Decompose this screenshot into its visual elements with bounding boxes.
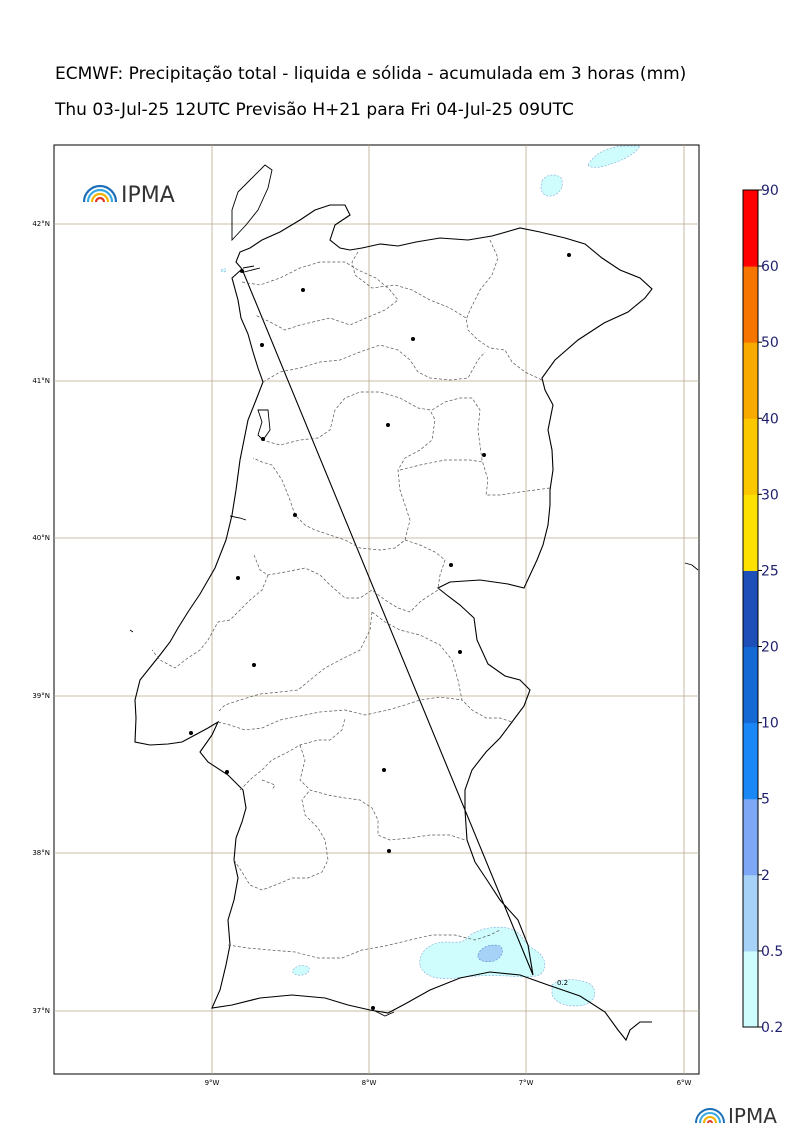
- colorbar-label: 50: [761, 335, 779, 351]
- district-boundaries: [151, 239, 551, 959]
- colorbar-label: 90: [761, 183, 779, 199]
- city-marker: [261, 437, 265, 441]
- svg-text:IPMA: IPMA: [121, 183, 175, 208]
- colorbar-label: 20: [761, 640, 779, 656]
- svg-text:IPMA: IPMA: [728, 1104, 777, 1128]
- colorbar-segment: [743, 418, 758, 495]
- colorbar-label: 0.5: [761, 944, 783, 960]
- colorbar-segment: [743, 342, 758, 419]
- precip-area-east: [551, 979, 596, 1007]
- portugal-outline: [134, 204, 653, 1042]
- ipma-rainbow-icon: [82, 184, 118, 203]
- colorbar-label: 60: [761, 259, 779, 275]
- colorbar-label: 40: [761, 411, 779, 427]
- city-marker: [449, 563, 453, 567]
- lat-label: 37°N: [32, 1007, 50, 1015]
- colorbar-segment: [743, 798, 758, 876]
- city-marker: [482, 453, 486, 457]
- city-marker: [411, 337, 415, 341]
- ipma-rainbow-icon: [695, 1108, 725, 1124]
- city-marker: [458, 650, 462, 654]
- city-marker: [387, 849, 391, 853]
- colorbar-label: 0.2: [761, 1020, 783, 1036]
- map-subtitle: Thu 03-Jul-25 12UTC Previsão H+21 para F…: [55, 100, 574, 120]
- city-marker: [386, 423, 390, 427]
- map-title: ECMWF: Precipitação total - liquida e só…: [55, 64, 687, 84]
- colorbar-segment: [743, 494, 758, 571]
- contour-label: 0.2: [557, 979, 568, 987]
- precip-area-top-right: [587, 145, 641, 168]
- colorbar-segment: [743, 874, 758, 952]
- city-marker: [371, 1006, 375, 1010]
- colorbar-label: 30: [761, 487, 779, 503]
- city-marker: [236, 576, 240, 580]
- colorbar-segment: [743, 190, 758, 267]
- city-marker: [301, 288, 305, 292]
- colorbar-label: 5: [761, 792, 770, 808]
- longitude-labels: 9°W 8°W 7°W 6°W: [205, 1079, 692, 1087]
- precipitation-areas: [220, 145, 641, 1007]
- precip-area-small: [292, 965, 310, 976]
- city-marker: [293, 513, 297, 517]
- city-marker: [567, 253, 571, 257]
- city-marker: [260, 343, 264, 347]
- footer-ipma-logo: IPMA: [695, 1104, 777, 1128]
- colorbar-segment: [743, 646, 758, 724]
- precip-area-core: [477, 944, 503, 963]
- city-marker: [252, 663, 256, 667]
- colorbar-frame: [742, 189, 759, 1028]
- colorbar-segment: [743, 950, 758, 1028]
- lon-label: 7°W: [519, 1079, 534, 1087]
- colorbar-segment: [743, 266, 758, 343]
- latitude-labels: 42°N 41°N 40°N 39°N 38°N 37°N: [32, 220, 50, 1015]
- precip-area-top: [540, 174, 563, 197]
- colorbar-segment: [743, 570, 758, 648]
- lat-label: 40°N: [32, 534, 50, 542]
- lat-label: 38°N: [32, 849, 50, 857]
- ipma-logo: IPMA: [82, 183, 175, 208]
- city-markers: [189, 253, 571, 1010]
- lat-label: 39°N: [32, 692, 50, 700]
- lon-label: 6°W: [677, 1079, 692, 1087]
- lon-label: 8°W: [362, 1079, 377, 1087]
- colorbar-label: 2: [761, 868, 770, 884]
- lat-label: 41°N: [32, 377, 50, 385]
- city-marker: [225, 770, 229, 774]
- city-marker: [382, 768, 386, 772]
- colorbar-segment: [743, 722, 758, 800]
- colorbar-label: 10: [761, 716, 779, 732]
- map-panel: 0.2 42°N 41°N 40°N 39°N 38°N 37°N 9°W 8°…: [32, 144, 700, 1087]
- city-marker: [189, 731, 193, 735]
- lat-label: 42°N: [32, 220, 50, 228]
- lon-label: 9°W: [205, 1079, 220, 1087]
- city-marker: [240, 269, 244, 273]
- colorbar-label: 25: [761, 563, 779, 579]
